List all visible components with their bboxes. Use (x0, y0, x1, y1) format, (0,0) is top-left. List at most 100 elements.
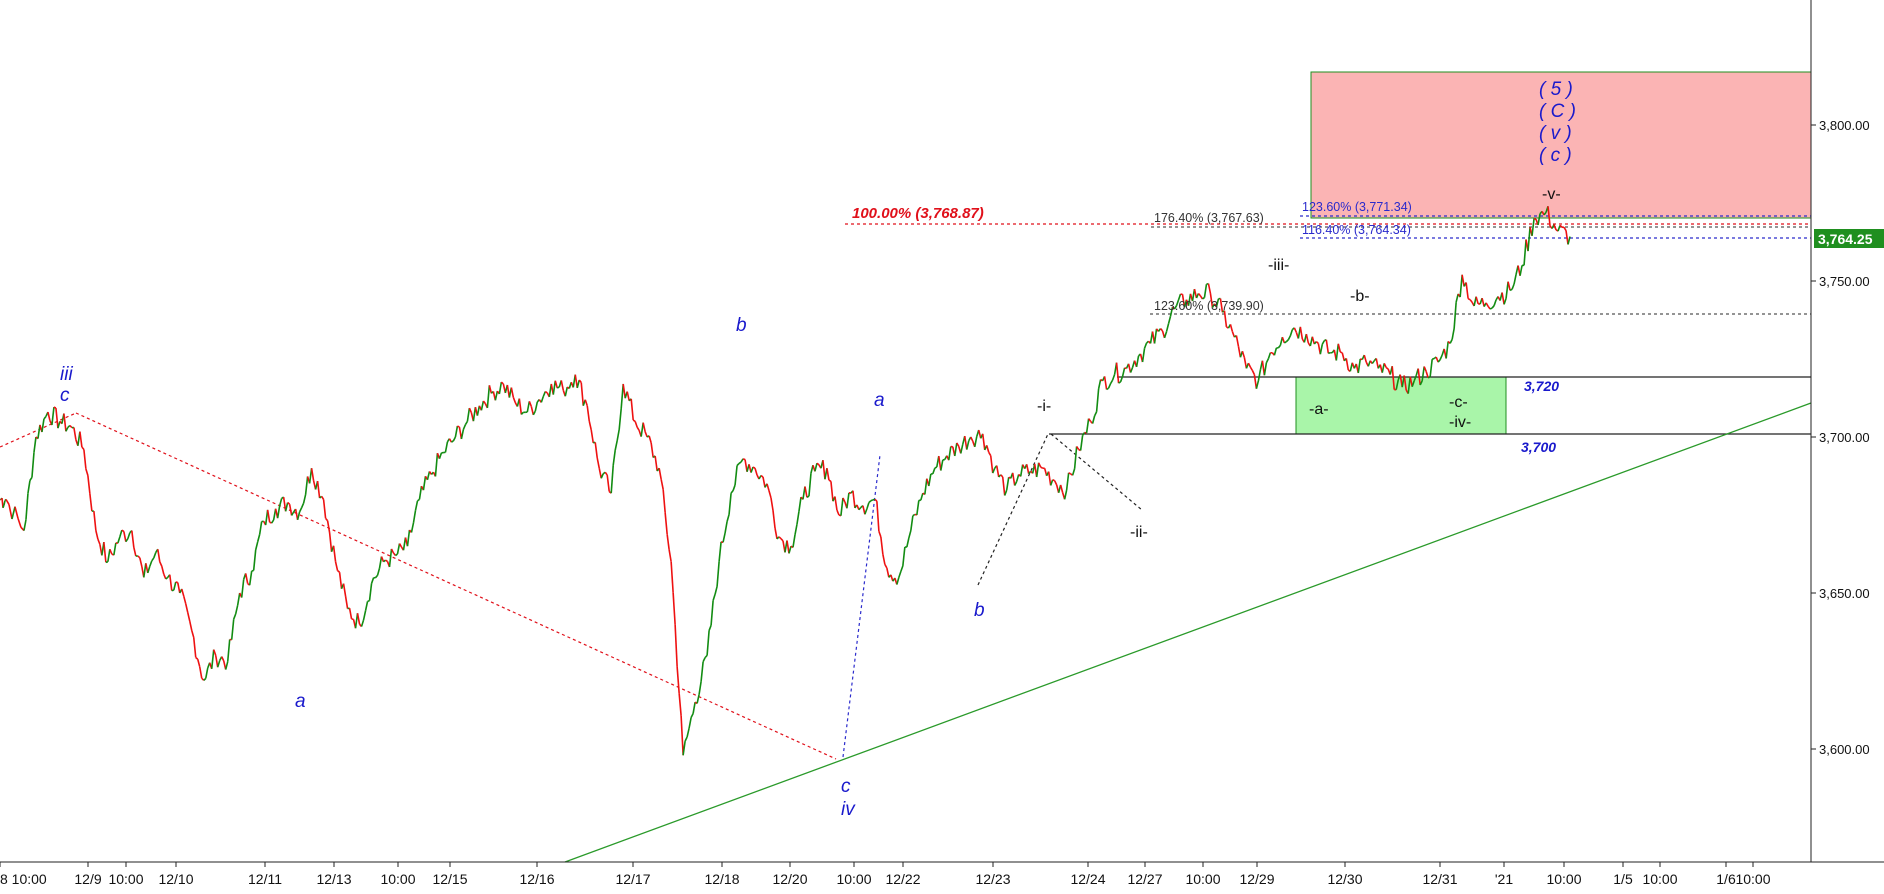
price-segment (771, 498, 773, 511)
price-segment (899, 572, 901, 578)
price-segment (1256, 381, 1258, 389)
price-segment (1252, 371, 1254, 375)
price-segment (865, 509, 867, 514)
price-segment (897, 577, 899, 584)
price-segment (1145, 343, 1147, 348)
price-segment (667, 534, 669, 550)
wave-label-c-paren: ( c ) (1539, 145, 1572, 166)
price-segment (701, 662, 703, 682)
price-segment (9, 504, 12, 519)
price-segment (1376, 358, 1378, 368)
price-segment (867, 503, 869, 509)
price-segment (913, 514, 915, 515)
price-segment (174, 582, 176, 590)
price-segment (1119, 382, 1121, 383)
price-segment (1244, 358, 1246, 369)
price-segment (186, 604, 188, 613)
price-segment (1466, 283, 1468, 299)
wave-label-iv-minor: -iv- (1449, 414, 1471, 431)
price-segment (467, 408, 469, 421)
price-segment (286, 503, 288, 512)
fib-label-123-lower: 123.60% (3,739.90) (1154, 299, 1264, 313)
price-segment (222, 657, 224, 661)
price-segment (390, 549, 392, 567)
price-segment (461, 429, 463, 439)
price-segment (775, 528, 777, 539)
price-segment (1520, 265, 1522, 275)
price-segment (527, 401, 529, 412)
price-segment (228, 639, 230, 661)
price-segment (561, 380, 563, 390)
wave-label-ii: -ii- (1130, 524, 1148, 541)
price-segment (455, 426, 457, 437)
price-segment (815, 463, 817, 471)
price-segment (1506, 282, 1508, 299)
price-segment (773, 511, 775, 529)
price-segment (393, 553, 395, 555)
price-segment (1041, 467, 1043, 468)
price-segment (729, 493, 731, 514)
price-segment (555, 381, 557, 388)
price-segment (1250, 367, 1252, 370)
price-segment (565, 387, 567, 396)
price-segment (134, 547, 136, 556)
price-segment (1061, 485, 1063, 493)
price-segment (1055, 481, 1057, 485)
price-segment (1338, 344, 1340, 352)
price-segment (673, 593, 675, 625)
x-tick-label: 10:00 (1735, 871, 1770, 887)
price-segment (1007, 477, 1009, 490)
price-segment (1123, 368, 1125, 376)
price-segment (362, 620, 364, 626)
price-segment (451, 441, 453, 442)
price-segment (1039, 463, 1041, 467)
price-segment (619, 408, 621, 429)
price-segment (1069, 473, 1071, 474)
price-segment (925, 479, 927, 495)
price-segment (805, 487, 807, 498)
price-segment (268, 510, 270, 522)
price-segment (617, 429, 619, 440)
price-segment (1075, 446, 1077, 468)
price-segment (1067, 473, 1069, 490)
price-segment (1512, 284, 1514, 289)
price-segment (709, 625, 711, 630)
price-segment (513, 397, 515, 402)
last-price-text: 3,764.25 (1818, 231, 1873, 247)
price-segment (1290, 330, 1292, 336)
price-segment (218, 661, 220, 668)
price-segment (226, 662, 228, 670)
price-segment (1424, 366, 1426, 371)
price-segment (1037, 463, 1039, 477)
wave-label-a-mid: a (874, 390, 885, 411)
x-tick-label: 12/11 (248, 871, 282, 887)
price-segment (599, 468, 601, 478)
price-segment (837, 510, 839, 515)
wave-label-5: ( 5 ) (1539, 79, 1573, 100)
price-segment (887, 568, 889, 577)
price-segment (1322, 341, 1324, 345)
price-segment (495, 391, 497, 400)
price-segment (1490, 308, 1492, 309)
price-segment (1165, 332, 1167, 338)
price-segment (677, 667, 679, 693)
price-segment (1342, 353, 1344, 361)
price-segment (1155, 329, 1157, 344)
x-tick-label: 10:00 (836, 871, 871, 887)
price-segment (983, 434, 985, 450)
y-tick-label: 3,800.00 (1819, 118, 1870, 133)
price-segment (1017, 474, 1019, 481)
price-segment (1268, 353, 1270, 359)
wave-label-iii-minor: -iii- (1268, 257, 1289, 274)
price-segment (717, 562, 719, 587)
price-segment (206, 668, 208, 679)
price-segment (1204, 284, 1206, 297)
x-tick-label: 12/16 (519, 871, 554, 887)
price-segment (713, 594, 715, 600)
price-segment (751, 467, 753, 473)
price-segment (152, 558, 154, 561)
wave-label-a-left: a (295, 691, 306, 712)
price-series (0, 206, 1570, 755)
price-segment (627, 392, 629, 401)
price-segment (511, 388, 513, 398)
